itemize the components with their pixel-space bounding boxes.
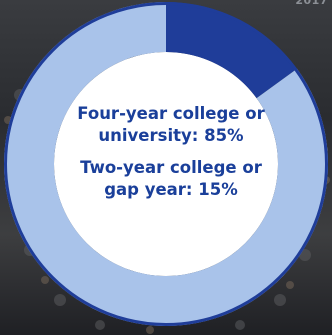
donut-center <box>54 52 278 276</box>
slice-label-four-year: Four-year college or university: 85% <box>77 104 265 145</box>
slice-two-year <box>166 2 298 99</box>
corner-text: 2017 <box>295 0 328 7</box>
slice-label-two-year: Two-year college or gap year: 15% <box>80 158 262 199</box>
center-labels: Four-year college or university: 85% Two… <box>76 103 266 201</box>
slice-four-year <box>4 2 329 326</box>
donut-outline <box>4 2 328 326</box>
